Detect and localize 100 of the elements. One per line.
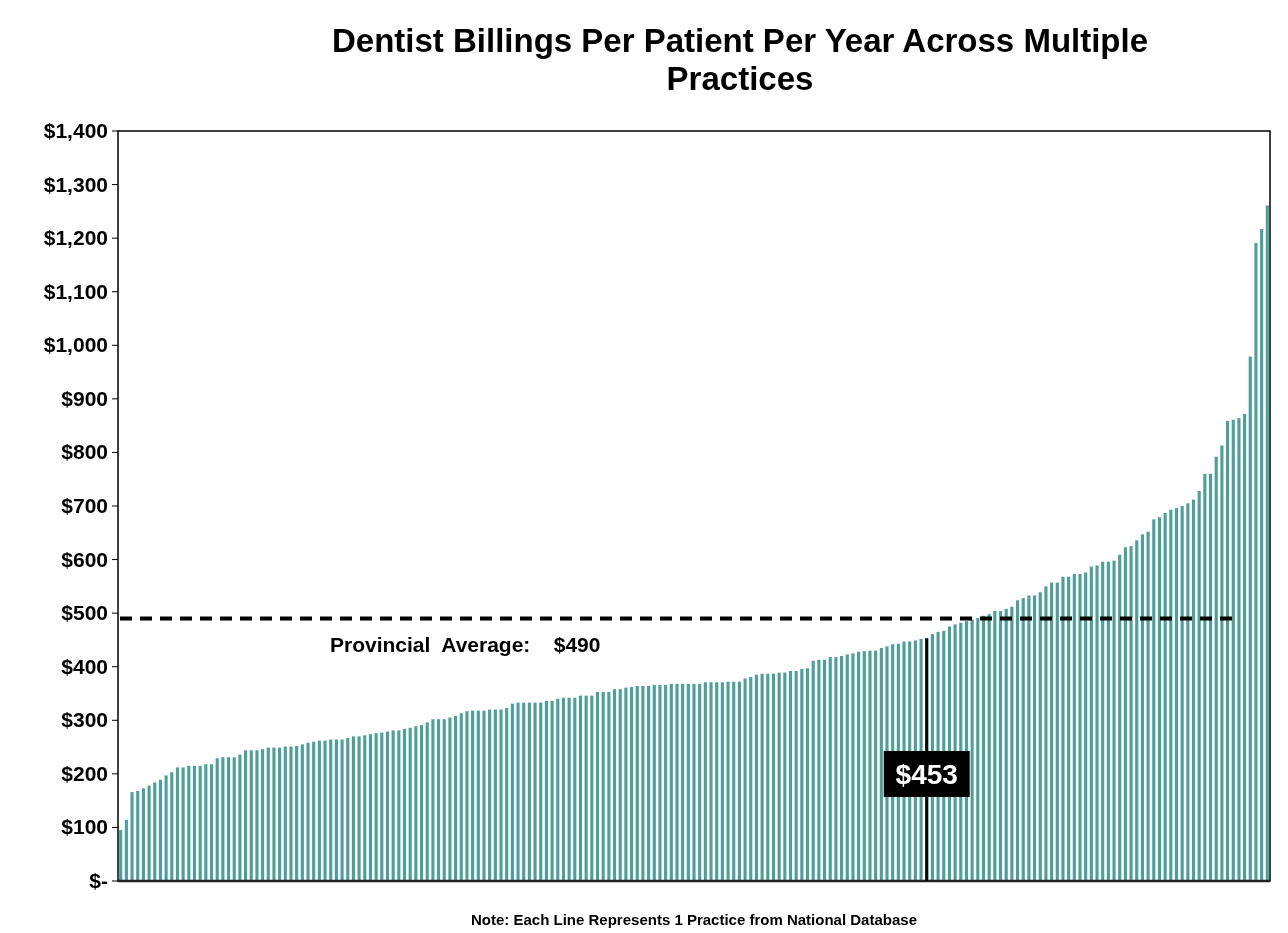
bar — [272, 747, 276, 881]
bar — [289, 746, 293, 881]
bar — [641, 686, 645, 881]
bar — [209, 764, 214, 881]
bar — [970, 619, 974, 881]
bar — [476, 710, 480, 881]
bar — [522, 702, 526, 881]
bar — [737, 681, 741, 881]
bar — [516, 702, 520, 881]
bar — [505, 707, 509, 881]
y-tick-label: $- — [89, 869, 108, 892]
bar — [760, 673, 764, 881]
bar — [630, 687, 634, 881]
bar — [749, 676, 753, 881]
bar — [584, 695, 588, 881]
bar — [805, 668, 810, 881]
bar — [1038, 592, 1042, 881]
bar — [834, 657, 838, 881]
bar — [1078, 574, 1082, 881]
bar — [652, 684, 656, 881]
bar — [471, 710, 475, 881]
bar — [368, 734, 373, 881]
bar — [1101, 561, 1105, 881]
bar — [442, 719, 446, 881]
bar — [204, 764, 208, 881]
bar — [164, 775, 168, 881]
y-tick-label: $300 — [61, 708, 108, 732]
bar — [437, 719, 441, 881]
bar — [998, 611, 1003, 881]
bar — [493, 709, 497, 881]
bar — [1208, 473, 1213, 881]
bar — [618, 689, 622, 881]
bar — [1260, 229, 1264, 881]
bar — [539, 702, 543, 881]
bar — [1095, 565, 1099, 881]
bar — [703, 682, 707, 881]
bar — [879, 647, 883, 881]
bar — [215, 758, 219, 881]
bar — [1197, 491, 1201, 881]
bar — [987, 614, 991, 881]
bar — [1061, 576, 1065, 881]
bar — [300, 744, 304, 881]
bar — [266, 747, 270, 881]
y-tick-label: $1,200 — [43, 226, 108, 250]
bar — [601, 691, 605, 881]
bar — [1106, 561, 1110, 881]
bar — [993, 611, 997, 881]
bar — [158, 779, 162, 881]
bar — [868, 650, 872, 881]
bar — [1243, 413, 1247, 881]
bar — [1237, 418, 1241, 881]
bar — [130, 792, 134, 881]
bar — [788, 671, 793, 881]
bar — [283, 746, 287, 881]
y-tick-label: $1,000 — [43, 333, 108, 357]
bar — [181, 767, 185, 881]
bar — [1203, 473, 1207, 881]
bar — [1015, 600, 1020, 881]
bar — [811, 660, 815, 881]
bar — [482, 710, 486, 881]
bar — [261, 749, 265, 881]
bar — [1084, 572, 1088, 881]
bar — [244, 750, 248, 881]
bar — [317, 740, 321, 881]
y-tick-label: $600 — [61, 547, 108, 571]
bar — [170, 772, 174, 881]
bar — [278, 747, 282, 881]
bar — [732, 681, 736, 881]
bar — [1226, 420, 1230, 881]
bar — [329, 739, 333, 881]
bar — [351, 736, 355, 881]
bar — [385, 731, 390, 881]
bar — [175, 767, 180, 881]
bar — [845, 654, 849, 881]
bar — [1021, 598, 1025, 881]
bar — [544, 701, 548, 881]
text: Note: Each Line Represents 1 Practice from National Database — [471, 911, 917, 928]
bar — [488, 709, 492, 881]
bar — [1157, 517, 1162, 881]
bar — [198, 765, 202, 881]
y-tick-label: $200 — [61, 761, 108, 785]
bar — [1118, 554, 1122, 881]
bar — [1174, 508, 1179, 881]
bar — [357, 736, 361, 881]
bar — [402, 728, 407, 881]
y-tick-label: $500 — [61, 601, 108, 625]
bar — [578, 695, 583, 881]
bar — [1146, 531, 1150, 881]
bar — [1220, 445, 1224, 881]
bar — [1231, 419, 1235, 881]
bar — [658, 684, 662, 881]
bar — [459, 713, 463, 881]
bar — [238, 754, 242, 881]
bar — [153, 782, 157, 881]
bar — [232, 757, 236, 881]
bar — [1089, 566, 1093, 881]
bar — [698, 683, 702, 881]
bar — [777, 672, 781, 881]
bar — [1033, 595, 1037, 881]
y-tick-label: $900 — [61, 386, 108, 410]
